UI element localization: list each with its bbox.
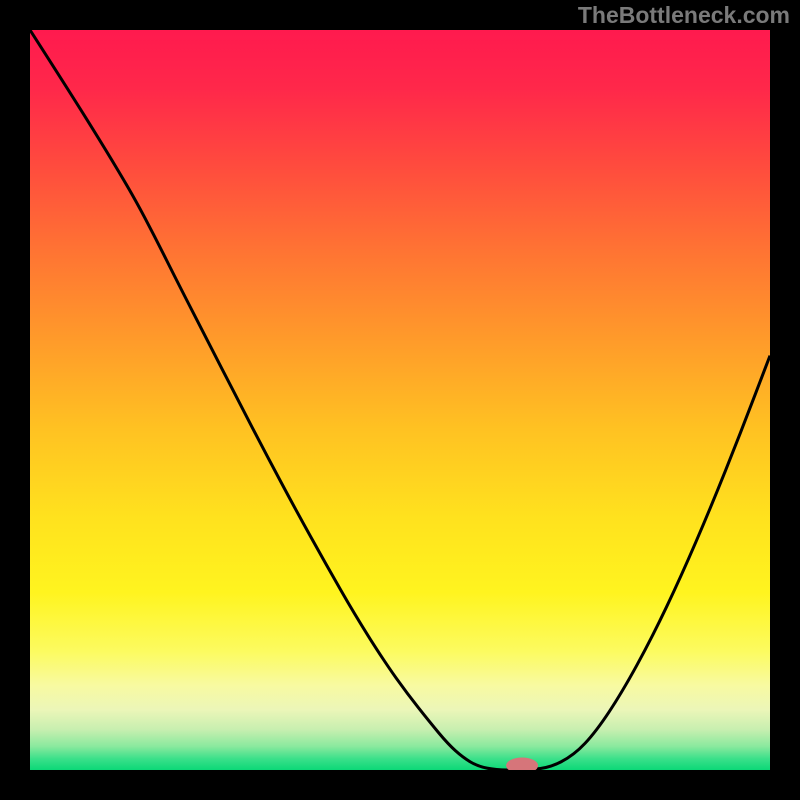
plot-background — [30, 30, 770, 770]
chart-container: TheBottleneck.com — [0, 0, 800, 800]
bottleneck-curve-chart — [0, 0, 800, 800]
watermark-text: TheBottleneck.com — [578, 2, 790, 29]
